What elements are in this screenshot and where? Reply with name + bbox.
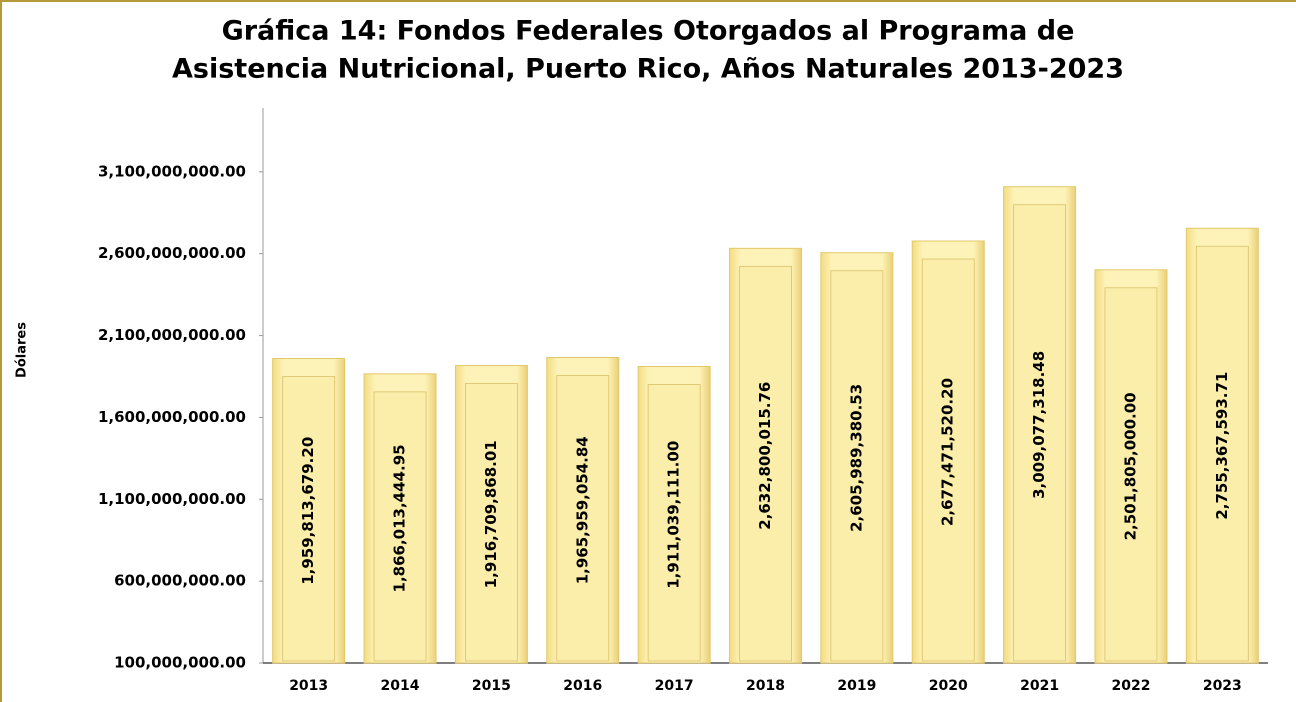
value-label: 1,965,959,054.84 <box>573 436 591 584</box>
x-tick-label: 2019 <box>837 678 876 694</box>
x-tick-label: 2015 <box>472 678 511 694</box>
chart-title: Gráfica 14: Fondos Federales Otorgados a… <box>222 16 1075 47</box>
value-label: 2,605,989,380.53 <box>847 384 865 532</box>
value-label: 1,866,013,444.95 <box>391 444 409 592</box>
x-tick-label: 2022 <box>1111 678 1150 694</box>
value-label: 1,959,813,679.20 <box>299 437 317 585</box>
value-label: 1,916,709,868.01 <box>482 440 500 588</box>
y-axis-label: Dólares <box>15 322 30 378</box>
bar-bevel <box>647 384 701 662</box>
bar-bevel <box>921 258 975 662</box>
y-tick-label: 2,100,000,000.00 <box>98 326 246 344</box>
bar-bevel <box>739 265 792 662</box>
x-tick-label: 2023 <box>1203 678 1242 694</box>
x-tick-label: 2016 <box>563 678 602 694</box>
x-tick-label: 2017 <box>655 678 694 694</box>
value-label: 2,677,471,520.20 <box>939 378 957 526</box>
bar-bevel <box>282 376 336 662</box>
y-tick-label: 1,600,000,000.00 <box>98 408 246 426</box>
value-label: 1,911,039,111.00 <box>665 441 683 589</box>
x-tick-label: 2013 <box>289 678 328 694</box>
value-label: 2,501,805,000.00 <box>1121 392 1139 540</box>
value-label: 2,755,367,593.71 <box>1213 372 1231 520</box>
y-tick-label: 100,000,000.00 <box>114 654 246 672</box>
y-tick-label: 2,600,000,000.00 <box>98 244 246 262</box>
x-tick-label: 2018 <box>746 678 785 694</box>
bar-bevel <box>1104 287 1158 662</box>
x-tick-label: 2021 <box>1020 678 1059 694</box>
y-tick-label: 1,100,000,000.00 <box>98 490 246 508</box>
bar-bevel <box>373 391 427 662</box>
y-tick-label: 3,100,000,000.00 <box>98 162 246 180</box>
chart-subtitle: Asistencia Nutricional, Puerto Rico, Año… <box>172 54 1124 85</box>
bar-bevel <box>465 383 518 662</box>
bar-bevel <box>830 270 884 662</box>
x-tick-label: 2020 <box>929 678 968 694</box>
bar-bevel <box>556 375 610 662</box>
value-label: 3,009,077,318.48 <box>1030 351 1048 499</box>
bar-bevel <box>1195 245 1249 662</box>
value-label: 2,632,800,015.76 <box>756 382 774 530</box>
y-tick-label: 600,000,000.00 <box>114 572 246 590</box>
x-tick-label: 2014 <box>381 678 420 694</box>
bar-bevel <box>1013 204 1066 662</box>
